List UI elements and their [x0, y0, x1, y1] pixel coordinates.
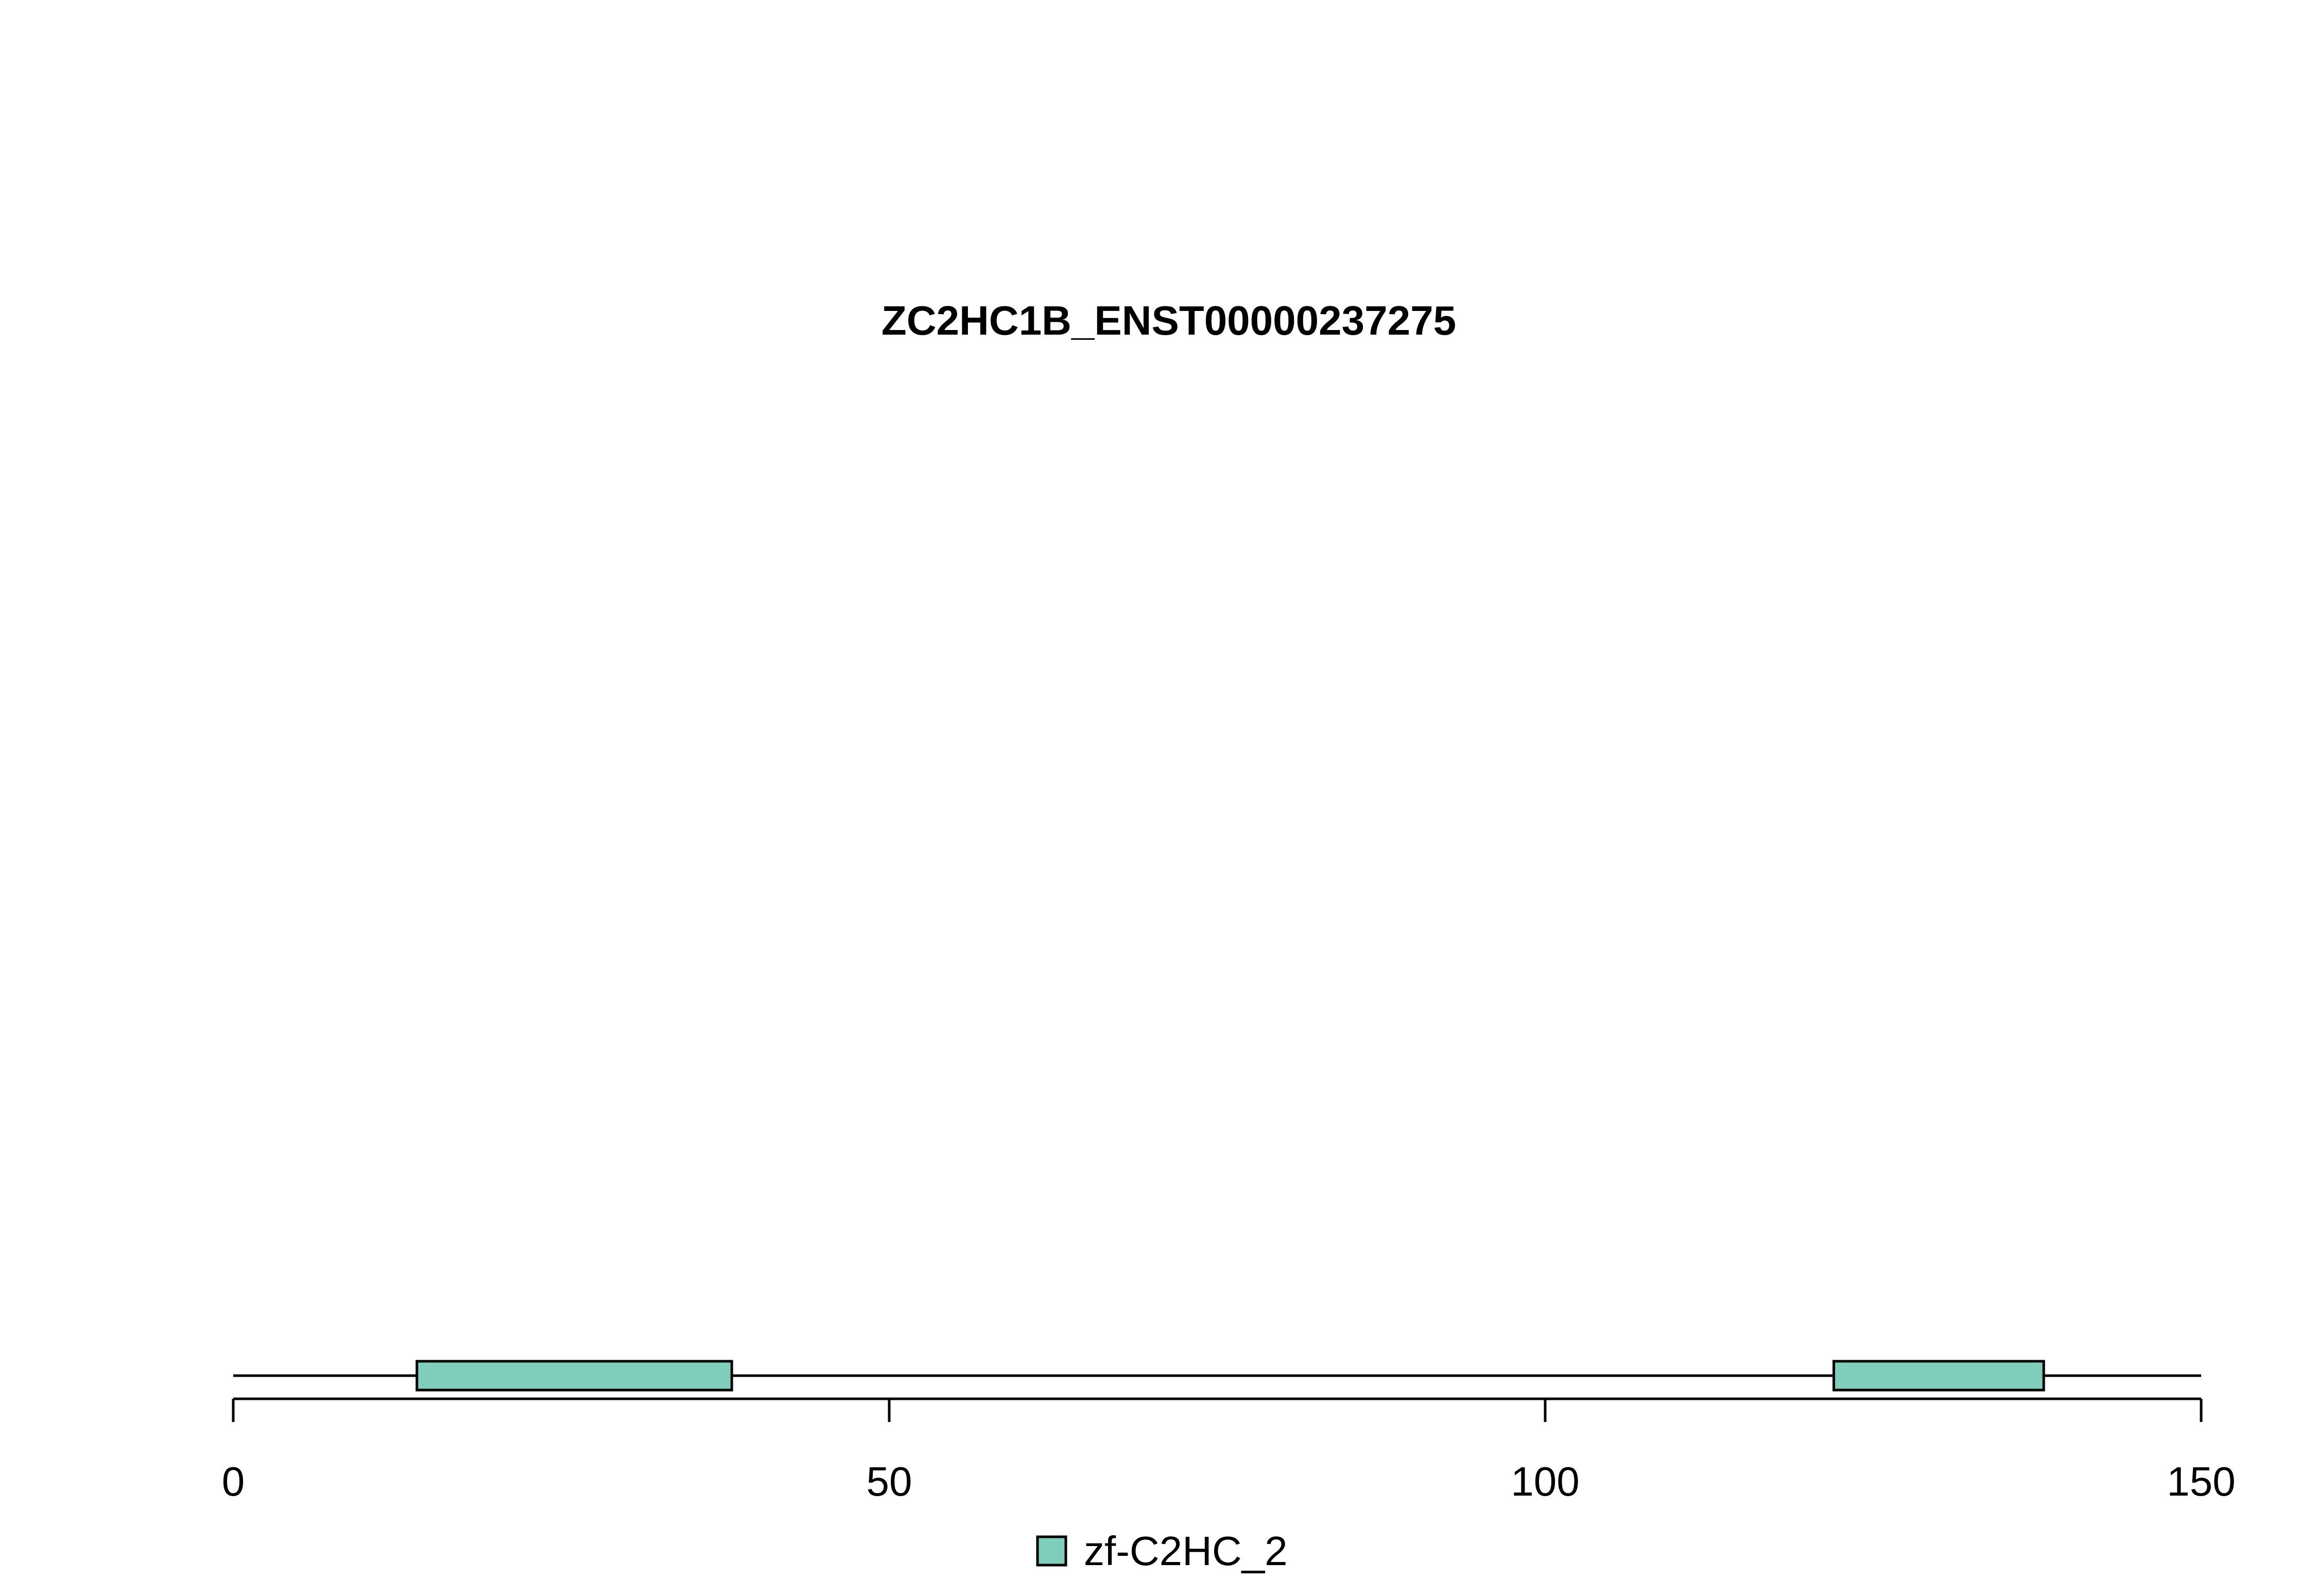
chart-title: ZC2HC1B_ENST00000237275 [881, 298, 1456, 343]
domain-layer [416, 1360, 2045, 1392]
domain-box-1 [416, 1360, 733, 1392]
x-axis-ticks: 0 50 100 150 [222, 1399, 2236, 1504]
x-tick-label-50: 50 [867, 1459, 912, 1504]
legend: zf-C2HC_2 [1036, 1528, 1288, 1574]
x-tick-label-100: 100 [1511, 1459, 1579, 1504]
x-tick-label-150: 150 [2167, 1459, 2235, 1504]
legend-swatch [1036, 1535, 1067, 1567]
domain-box-2 [1832, 1360, 2045, 1392]
x-tick-label-0: 0 [222, 1459, 245, 1504]
legend-label-zf-c2hc-2: zf-C2HC_2 [1084, 1528, 1288, 1574]
